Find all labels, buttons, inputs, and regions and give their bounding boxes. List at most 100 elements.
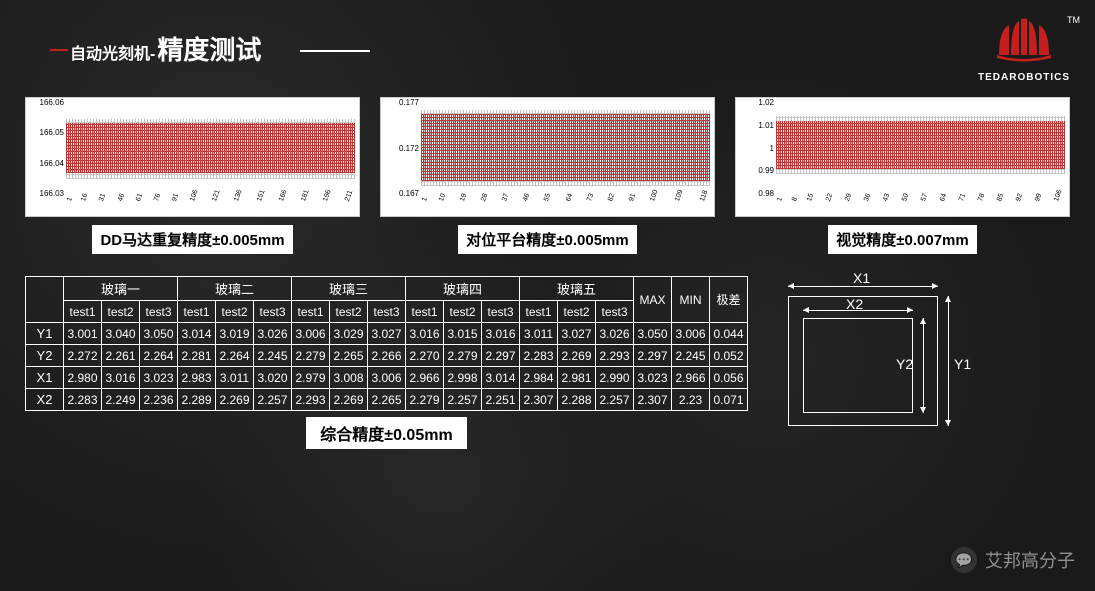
sub-header: test1 xyxy=(406,301,444,323)
row-label: Y1 xyxy=(26,323,64,345)
chart-xlabels: 1163146617691106121136151166181196211 xyxy=(66,200,355,216)
precision-table: 玻璃一玻璃二玻璃三玻璃四玻璃五MAXMIN极差test1test2test3te… xyxy=(25,276,748,411)
dimension-diagram: X1 X2 Y2 Y1 xyxy=(768,276,968,436)
group-header: 玻璃一 xyxy=(64,277,178,301)
data-cell: 2.990 xyxy=(596,367,634,389)
data-cell: 3.014 xyxy=(178,323,216,345)
data-cell: 3.050 xyxy=(634,323,672,345)
data-cell: 3.023 xyxy=(634,367,672,389)
data-cell: 3.026 xyxy=(596,323,634,345)
data-cell: 3.026 xyxy=(254,323,292,345)
data-cell: 3.001 xyxy=(64,323,102,345)
data-cell: 3.011 xyxy=(520,323,558,345)
chart-2: 1.021.0110.990.9818152229364350576471788… xyxy=(735,97,1070,217)
data-cell: 0.071 xyxy=(710,389,748,411)
chart-ylabels: 1.021.0110.990.98 xyxy=(738,98,774,198)
data-cell: 3.019 xyxy=(216,323,254,345)
data-cell: 3.011 xyxy=(216,367,254,389)
data-cell: 2.293 xyxy=(292,389,330,411)
data-cell: 3.050 xyxy=(140,323,178,345)
data-cell: 2.257 xyxy=(444,389,482,411)
data-cell: 3.040 xyxy=(102,323,140,345)
sub-header: test3 xyxy=(482,301,520,323)
row-label: X1 xyxy=(26,367,64,389)
logo: TM TEDAROBOTICS xyxy=(978,15,1070,83)
chart-caption-1: 对位平台精度±0.005mm xyxy=(458,225,636,254)
data-cell: 2.293 xyxy=(596,345,634,367)
data-cell: 3.014 xyxy=(482,367,520,389)
data-cell: 2.966 xyxy=(406,367,444,389)
group-header: 玻璃四 xyxy=(406,277,520,301)
data-cell: 2.979 xyxy=(292,367,330,389)
diagram-x2: X2 xyxy=(846,296,863,312)
sub-header: test2 xyxy=(216,301,254,323)
chart-0: 166.06166.05166.04166.031163146617691106… xyxy=(25,97,360,217)
chart-block-1: 0.1770.1720.1671101928374655647382911001… xyxy=(380,97,715,254)
sub-header: test3 xyxy=(140,301,178,323)
data-cell: 2.272 xyxy=(64,345,102,367)
sub-header: test3 xyxy=(368,301,406,323)
chart-xlabels: 110192837465564738291100109118 xyxy=(421,200,710,216)
chart-block-2: 1.021.0110.990.9818152229364350576471788… xyxy=(735,97,1070,254)
chart-area xyxy=(776,102,1065,198)
chart-xlabels: 1815222936435057647178859299106 xyxy=(776,200,1065,216)
data-cell: 3.006 xyxy=(292,323,330,345)
data-cell: 3.006 xyxy=(672,323,710,345)
data-cell: 2.265 xyxy=(330,345,368,367)
data-cell: 2.266 xyxy=(368,345,406,367)
data-cell: 2.307 xyxy=(520,389,558,411)
data-cell: 3.016 xyxy=(406,323,444,345)
sub-header: test2 xyxy=(444,301,482,323)
table-row: X22.2832.2492.2362.2892.2692.2572.2932.2… xyxy=(26,389,748,411)
data-cell: 2.980 xyxy=(64,367,102,389)
data-cell: 2.984 xyxy=(520,367,558,389)
data-cell: 2.289 xyxy=(178,389,216,411)
chart-caption-2: 视觉精度±0.007mm xyxy=(828,225,976,254)
table-wrap: 玻璃一玻璃二玻璃三玻璃四玻璃五MAXMIN极差test1test2test3te… xyxy=(25,276,748,449)
data-cell: 2.264 xyxy=(140,345,178,367)
table-section: 玻璃一玻璃二玻璃三玻璃四玻璃五MAXMIN极差test1test2test3te… xyxy=(0,264,1095,449)
diagram-y2: Y2 xyxy=(896,356,913,372)
title-prefix: 自动光刻机- xyxy=(70,40,155,64)
data-cell: 3.027 xyxy=(368,323,406,345)
logo-icon xyxy=(989,15,1059,63)
corner-cell xyxy=(26,277,64,323)
summary-caption: 综合精度±0.05mm xyxy=(306,417,466,449)
data-cell: 3.006 xyxy=(368,367,406,389)
data-cell: 3.020 xyxy=(254,367,292,389)
sub-header: test3 xyxy=(596,301,634,323)
wechat-icon: 💬 xyxy=(951,547,977,573)
data-cell: 2.981 xyxy=(558,367,596,389)
data-cell: 3.016 xyxy=(102,367,140,389)
data-cell: 0.052 xyxy=(710,345,748,367)
data-cell: 2.281 xyxy=(178,345,216,367)
data-cell: 2.998 xyxy=(444,367,482,389)
watermark: 💬 艾邦高分子 xyxy=(951,547,1075,573)
data-cell: 2.245 xyxy=(254,345,292,367)
data-cell: 2.264 xyxy=(216,345,254,367)
data-cell: 2.265 xyxy=(368,389,406,411)
sub-header: test1 xyxy=(520,301,558,323)
chart-ylabels: 166.06166.05166.04166.03 xyxy=(28,98,64,198)
data-cell: 2.23 xyxy=(672,389,710,411)
data-cell: 2.269 xyxy=(558,345,596,367)
data-cell: 2.279 xyxy=(444,345,482,367)
stat-header: MIN xyxy=(672,277,710,323)
group-header: 玻璃五 xyxy=(520,277,634,301)
sub-header: test2 xyxy=(558,301,596,323)
data-cell: 3.027 xyxy=(558,323,596,345)
table-row: Y22.2722.2612.2642.2812.2642.2452.2792.2… xyxy=(26,345,748,367)
page-title: 自动光刻机- 精度测试 xyxy=(70,30,1095,67)
diagram-y1: Y1 xyxy=(954,356,971,372)
diagram-x1: X1 xyxy=(853,270,870,286)
data-cell: 3.015 xyxy=(444,323,482,345)
data-cell: 3.029 xyxy=(330,323,368,345)
watermark-text: 艾邦高分子 xyxy=(985,547,1075,573)
data-cell: 3.008 xyxy=(330,367,368,389)
data-cell: 2.257 xyxy=(254,389,292,411)
group-header: 玻璃二 xyxy=(178,277,292,301)
data-cell: 2.261 xyxy=(102,345,140,367)
sub-header: test3 xyxy=(254,301,292,323)
sub-header: test1 xyxy=(178,301,216,323)
stat-header: 极差 xyxy=(710,277,748,323)
